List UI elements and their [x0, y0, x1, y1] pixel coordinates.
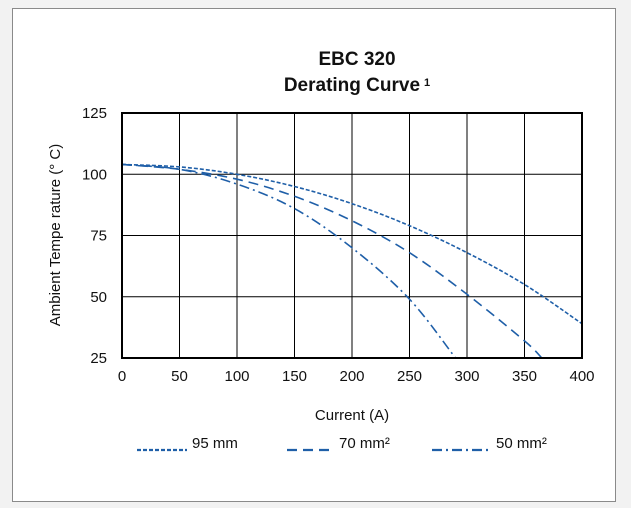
y-axis-label: Ambient Tempe rature (° C)	[47, 144, 64, 326]
chart-title: EBC 320	[318, 49, 395, 70]
legend-label-3: 50 mm²	[496, 435, 547, 452]
x-tick-label: 150	[282, 368, 307, 385]
x-tick-labels: 0 50 100 150 200 250 300 350 400	[118, 368, 595, 385]
legend: 95 mm 70 mm² 50 mm²	[137, 435, 547, 452]
x-tick-label: 0	[118, 368, 126, 385]
grid	[121, 112, 583, 359]
series-line-3	[122, 163, 457, 358]
plot-frame	[121, 112, 583, 359]
x-tick-label: 400	[569, 368, 594, 385]
x-tick-label: 200	[339, 368, 364, 385]
y-tick-label: 75	[90, 228, 107, 245]
legend-label-2: 70 mm²	[339, 435, 390, 452]
y-tick-label: 125	[82, 105, 107, 122]
chart-subtitle-superscript: 1	[424, 77, 430, 89]
y-tick-label: 50	[90, 289, 107, 306]
x-tick-label: 300	[454, 368, 479, 385]
chart-card	[12, 8, 616, 502]
series-line-1	[122, 163, 582, 325]
x-tick-label: 50	[171, 368, 188, 385]
x-tick-label: 100	[224, 368, 249, 385]
x-axis-label: Current (A)	[315, 407, 389, 424]
series-line-2	[122, 163, 543, 358]
chart-subtitle-text: Derating Curve	[284, 75, 420, 96]
series-lines	[122, 163, 582, 358]
y-tick-label: 25	[90, 350, 107, 367]
legend-label-1: 95 mm	[192, 435, 238, 452]
x-tick-label: 250	[397, 368, 422, 385]
y-tick-labels: 25 50 75 100 125	[82, 105, 107, 367]
chart-subtitle: Derating Curve 1	[284, 75, 430, 96]
x-tick-label: 350	[512, 368, 537, 385]
y-tick-label: 100	[82, 166, 107, 183]
